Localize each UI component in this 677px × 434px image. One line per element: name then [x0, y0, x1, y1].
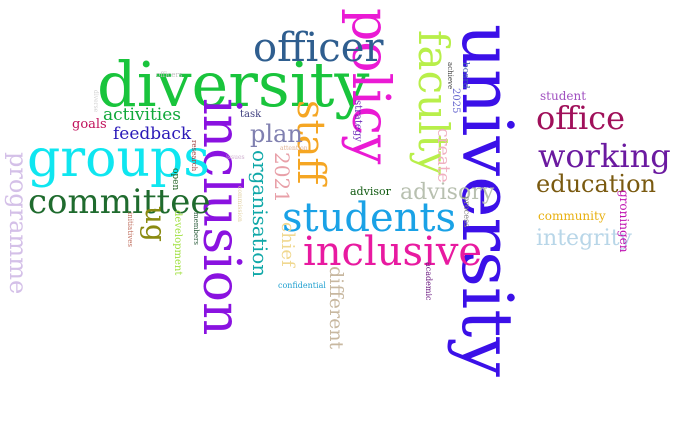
word-community: community [538, 209, 606, 223]
word-faculty: faculty [409, 30, 458, 176]
word-achieve: achieve [446, 62, 454, 90]
word-issues: issues [226, 154, 245, 161]
word-research: research [190, 140, 198, 172]
word-policy: policy [340, 8, 400, 165]
word-2025: 2025 [450, 88, 461, 114]
word-groningen: groningen [617, 190, 631, 253]
word-2021: 2021 [270, 152, 294, 203]
word-students: students [282, 195, 457, 241]
word-organisation: organisation [248, 150, 272, 278]
word-integrity: integrity [536, 226, 632, 251]
word-advisory: advisory [400, 180, 495, 205]
word-academic: academic [424, 262, 433, 301]
word-activities: activities [103, 105, 182, 125]
word-feedback: feedback [113, 124, 192, 144]
word-plan: plan [250, 120, 303, 148]
word-officer: officer [253, 25, 384, 71]
word-committee: committee [28, 182, 211, 222]
word-commission: commission [236, 186, 243, 222]
word-board: board [460, 62, 470, 89]
word-diversity: diversity [97, 48, 370, 121]
word-chief: chief [277, 222, 298, 267]
word-confidential: confidential [278, 281, 326, 290]
word-working: working [538, 137, 671, 175]
word-goals: goals [72, 117, 107, 132]
word-inclusion: inclusion [191, 98, 251, 336]
word-office: office [536, 99, 626, 137]
word-process: process [462, 196, 471, 228]
word-ug: ug [139, 206, 172, 242]
word-development: development [172, 210, 183, 276]
word-different: different [325, 266, 347, 350]
word-officers: officers [156, 71, 183, 79]
word-university: university [446, 24, 528, 377]
word-initiatives: initiatives [126, 212, 134, 247]
word-task: task [240, 109, 262, 120]
word-groups: groups [27, 129, 210, 189]
word-diverse: diverse [92, 90, 99, 113]
word-programme: programme [4, 152, 32, 295]
word-strategy: strategy [352, 100, 363, 142]
word-inclusive: inclusive [303, 229, 483, 275]
word-staff: staff [289, 100, 333, 185]
word-members: members [192, 212, 200, 245]
word-advisor: advisor [350, 185, 391, 198]
word-create: create [433, 128, 453, 183]
word-education: education [536, 170, 656, 198]
word-attention: attention [280, 145, 308, 152]
word-student: student [540, 89, 587, 103]
word-open: open [170, 168, 180, 191]
